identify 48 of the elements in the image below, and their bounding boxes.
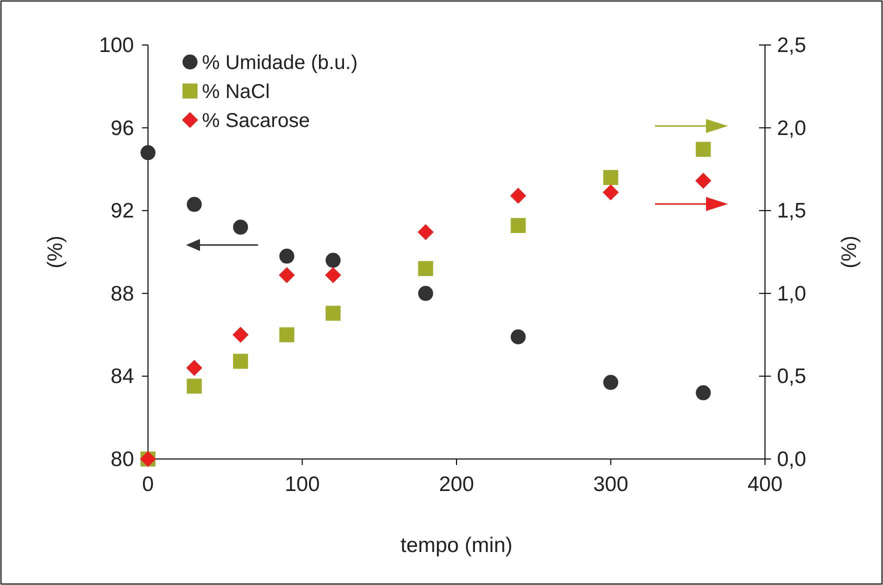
y-tick-label: 84 (110, 365, 134, 388)
point (140, 145, 156, 160)
point (603, 170, 618, 185)
point (186, 196, 202, 212)
point (510, 188, 526, 204)
legend-label: % Sacarose (202, 110, 310, 132)
x-tick-label: 100 (284, 473, 320, 496)
point (602, 184, 619, 200)
point (278, 267, 295, 284)
legend-label: % NaCl (202, 81, 270, 103)
point (233, 354, 248, 369)
y2-tick-label: 0,5 (777, 365, 806, 388)
point (695, 172, 712, 189)
point (603, 374, 618, 390)
x-tick-label: 400 (747, 473, 783, 496)
point (279, 327, 294, 342)
x-axis-title: tempo (min) (400, 534, 513, 557)
y-tick-label: 80 (110, 448, 134, 471)
point (696, 142, 711, 157)
y-axis-title: (%) (44, 236, 67, 268)
point (279, 248, 294, 264)
y-tick-label: 96 (110, 116, 134, 140)
point (186, 378, 202, 394)
x-tick-label: 200 (438, 473, 474, 496)
y2-tick-label: 2,0 (777, 116, 806, 140)
point (326, 306, 341, 321)
y2-tick-label: 1,0 (777, 282, 806, 306)
y2-tick-label: 2,5 (777, 34, 806, 57)
point (418, 261, 434, 276)
point (186, 360, 202, 376)
point (232, 326, 249, 343)
y2-tick-label: 1,5 (777, 200, 806, 223)
point (326, 252, 341, 268)
x-tick-label: 300 (593, 473, 628, 496)
point (510, 329, 526, 344)
point (418, 224, 434, 240)
x-tick-label: 0 (142, 473, 154, 496)
y-tick-label: 92 (110, 200, 134, 223)
point (233, 220, 248, 235)
legend-label: % Umidade (b.u.) (202, 52, 358, 74)
y2-tick-label: 0,0 (777, 448, 806, 471)
y-tick-label: 88 (110, 282, 134, 306)
point (510, 218, 526, 234)
point (696, 385, 711, 400)
y2-axis-title: (%) (838, 236, 861, 268)
point (418, 286, 434, 301)
y-tick-label: 100 (98, 34, 134, 57)
point (325, 267, 342, 284)
